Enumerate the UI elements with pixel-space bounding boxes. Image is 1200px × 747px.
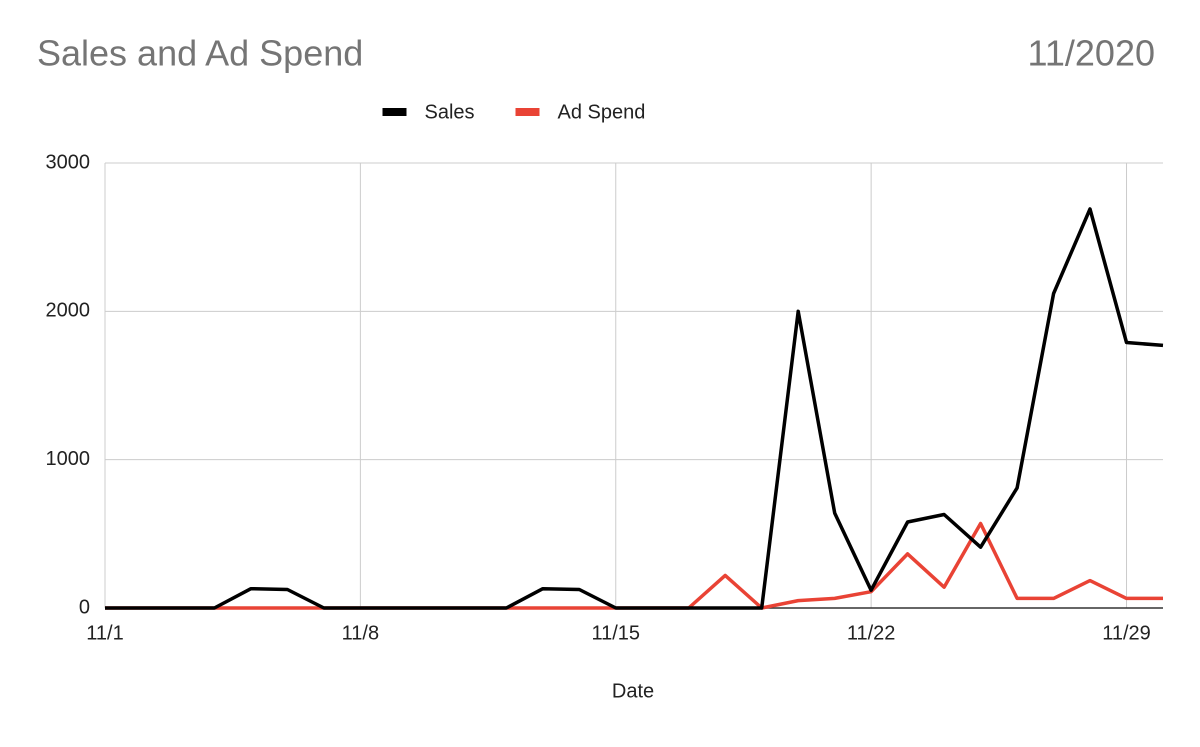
x-tick-label: 11/29 <box>1102 622 1151 644</box>
y-tick-label: 3000 <box>46 151 91 173</box>
series-line <box>105 207 1164 610</box>
series-line <box>105 521 1163 610</box>
legend-label: Sales <box>425 101 475 123</box>
legend-swatch <box>382 108 407 116</box>
x-tick-label: 11/1 <box>86 622 123 644</box>
x-axis-label: Date <box>612 680 654 702</box>
x-tick-label: 11/15 <box>591 622 640 644</box>
x-tick-label: 11/8 <box>342 622 379 644</box>
y-tick-label: 0 <box>79 596 90 618</box>
legend-label: Ad Spend <box>558 101 646 123</box>
chart-title: Sales and Ad Spend <box>37 33 363 74</box>
y-tick-label: 1000 <box>46 448 91 470</box>
x-tick-label: 11/22 <box>847 622 896 644</box>
y-tick-label: 2000 <box>46 300 91 322</box>
chart-subtitle: 11/2020 <box>1028 33 1155 74</box>
legend-swatch <box>515 108 540 116</box>
